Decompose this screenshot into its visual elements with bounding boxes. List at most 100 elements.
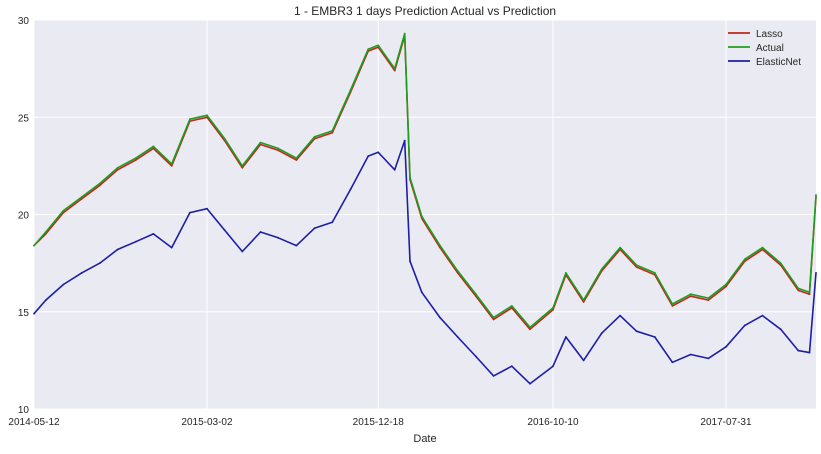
data-point bbox=[331, 131, 334, 134]
data-point bbox=[80, 272, 83, 274]
x-tick-label: 2014-05-12 bbox=[8, 417, 60, 428]
data-point bbox=[134, 159, 137, 161]
data-point bbox=[761, 314, 764, 317]
data-point bbox=[808, 293, 811, 296]
x-tick-label: 2015-03-02 bbox=[181, 417, 233, 428]
data-point bbox=[377, 151, 380, 154]
data-point bbox=[134, 157, 137, 160]
data-point bbox=[99, 182, 101, 185]
data-point bbox=[116, 168, 119, 171]
data-point bbox=[152, 145, 155, 148]
data-point bbox=[689, 353, 692, 356]
data-point bbox=[653, 336, 656, 338]
data-point bbox=[565, 336, 567, 338]
data-point bbox=[393, 69, 396, 72]
data-point bbox=[189, 211, 191, 214]
chart-title: 1 - EMBR3 1 days Prediction Actual vs Pr… bbox=[294, 4, 556, 18]
data-point bbox=[80, 198, 83, 200]
data-point bbox=[409, 176, 411, 179]
data-point bbox=[689, 295, 692, 298]
data-point bbox=[439, 244, 441, 247]
data-point bbox=[797, 349, 800, 352]
data-point bbox=[206, 207, 208, 210]
data-point bbox=[170, 246, 173, 249]
data-point bbox=[33, 244, 35, 247]
data-point bbox=[223, 229, 226, 232]
data-point bbox=[552, 308, 554, 311]
data-point bbox=[456, 336, 459, 338]
legend-label: ElasticNet bbox=[756, 57, 801, 68]
data-point bbox=[582, 359, 585, 362]
data-point bbox=[241, 166, 244, 169]
data-point bbox=[761, 246, 764, 249]
data-point bbox=[277, 147, 280, 150]
data-point bbox=[99, 184, 101, 187]
legend: Lasso Actual ElasticNet bbox=[728, 29, 801, 68]
x-axis-ticks: 2014-05-12 2015-03-02 2015-12-18 2016-10-10… bbox=[8, 417, 752, 428]
data-point bbox=[565, 272, 567, 274]
x-tick-label: 2015-12-18 bbox=[353, 417, 405, 428]
legend-label: Lasso bbox=[756, 29, 783, 40]
data-point bbox=[241, 165, 244, 167]
data-point bbox=[529, 328, 531, 331]
data-point bbox=[635, 330, 638, 333]
data-point bbox=[295, 159, 298, 161]
data-point bbox=[62, 283, 65, 286]
data-point bbox=[725, 345, 727, 348]
x-tick-label: 2016-10-10 bbox=[527, 417, 579, 428]
data-point bbox=[403, 139, 406, 142]
data-point bbox=[170, 165, 173, 167]
data-point bbox=[779, 328, 782, 331]
data-point bbox=[582, 301, 585, 303]
data-point bbox=[671, 361, 674, 364]
data-point bbox=[295, 157, 298, 160]
series-layer bbox=[33, 32, 817, 385]
y-tick-label: 30 bbox=[18, 16, 30, 27]
data-point bbox=[259, 141, 262, 144]
data-point bbox=[189, 118, 191, 121]
data-point bbox=[815, 272, 817, 274]
data-point bbox=[492, 375, 495, 377]
data-point bbox=[409, 260, 411, 263]
data-point bbox=[725, 283, 727, 286]
series-line bbox=[33, 32, 817, 329]
data-point bbox=[797, 289, 800, 292]
data-point bbox=[456, 270, 459, 272]
data-point bbox=[808, 291, 811, 294]
data-point bbox=[313, 135, 316, 138]
grid-lines bbox=[33, 19, 816, 410]
data-point bbox=[653, 272, 656, 274]
data-point bbox=[510, 365, 513, 368]
data-point bbox=[707, 357, 710, 360]
data-point bbox=[152, 233, 155, 235]
data-point bbox=[707, 297, 710, 299]
data-point bbox=[815, 194, 817, 196]
y-tick-label: 20 bbox=[18, 211, 30, 222]
data-point bbox=[797, 287, 800, 290]
data-point bbox=[116, 166, 119, 169]
data-point bbox=[367, 155, 370, 158]
data-point bbox=[619, 314, 621, 317]
data-point bbox=[331, 130, 334, 132]
data-point bbox=[707, 299, 710, 301]
series-actual bbox=[33, 32, 817, 329]
data-point bbox=[779, 262, 782, 264]
data-point bbox=[492, 316, 495, 319]
data-point bbox=[223, 137, 226, 140]
data-point bbox=[600, 332, 603, 334]
data-point bbox=[170, 163, 173, 165]
data-point bbox=[44, 231, 47, 233]
data-point bbox=[313, 227, 316, 230]
y-axis-ticks: 10 15 20 25 30 bbox=[18, 16, 30, 416]
data-point bbox=[671, 303, 674, 305]
data-point bbox=[349, 89, 352, 91]
data-point bbox=[80, 196, 83, 198]
y-tick-label: 25 bbox=[18, 113, 30, 124]
data-point bbox=[393, 168, 396, 171]
data-point bbox=[743, 324, 746, 327]
data-point bbox=[393, 67, 396, 70]
y-tick-label: 15 bbox=[18, 308, 30, 319]
data-point bbox=[44, 299, 47, 301]
data-point bbox=[808, 351, 811, 354]
